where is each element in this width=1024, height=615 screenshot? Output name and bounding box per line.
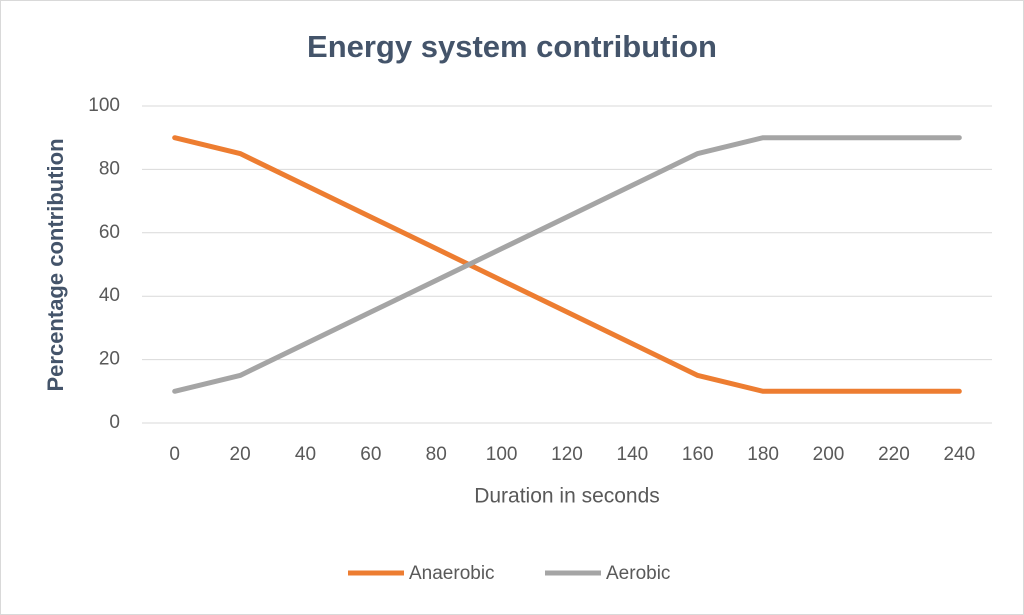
x-tick-label: 60 [360, 444, 381, 465]
data-line [172, 135, 962, 394]
y-tick-label: 80 [99, 158, 120, 179]
x-tick-label: 200 [813, 444, 845, 465]
y-tick-label: 100 [88, 95, 120, 116]
legend-label: Anaerobic [409, 563, 495, 584]
legend-label: Aerobic [606, 563, 670, 584]
x-tick-label: 120 [551, 444, 583, 465]
y-tick-label: 40 [99, 285, 120, 306]
y-tick-label: 60 [99, 222, 120, 243]
x-tick-label: 100 [486, 444, 518, 465]
x-tick-label: 240 [943, 444, 975, 465]
y-tick-label: 0 [109, 412, 120, 433]
y-axis-label: Percentage contribution [43, 138, 68, 391]
x-tick-label: 140 [617, 444, 649, 465]
x-tick-label: 160 [682, 444, 714, 465]
x-axis-label: Duration in seconds [474, 485, 660, 508]
x-tick-label: 80 [426, 444, 447, 465]
x-tick-label: 220 [878, 444, 910, 465]
y-tick-label: 20 [99, 349, 120, 370]
chart-title: Energy system contribution [307, 29, 717, 64]
x-tick-label: 180 [747, 444, 779, 465]
data-line [172, 135, 962, 394]
x-tick-label: 0 [169, 444, 180, 465]
x-tick-label: 40 [295, 444, 316, 465]
x-tick-label: 20 [230, 444, 251, 465]
